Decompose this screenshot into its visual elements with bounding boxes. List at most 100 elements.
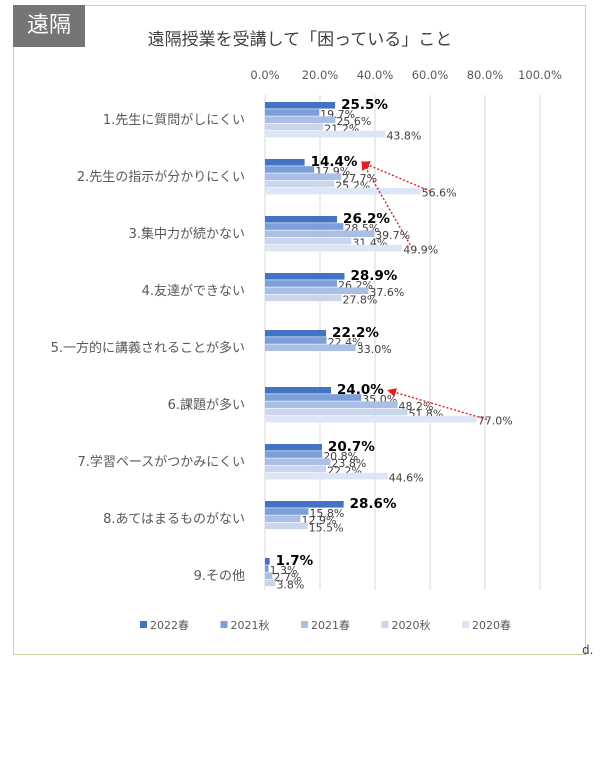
data-label: 26.2%: [343, 211, 390, 227]
data-label: 27.8%: [342, 293, 377, 306]
category-label: 6.課題が多い: [168, 397, 245, 413]
bar: [265, 187, 421, 195]
bar: [265, 244, 403, 252]
data-label: 28.6%: [350, 496, 397, 512]
legend-label: 2022春: [150, 619, 189, 632]
data-label: 14.4%: [311, 154, 358, 170]
data-label: 39.7%: [375, 229, 410, 242]
legend-swatch: [381, 621, 389, 628]
data-label: 23.8%: [331, 457, 366, 470]
data-label: 1.3%: [270, 564, 298, 577]
bar: [265, 330, 327, 337]
data-label: 20.8%: [323, 450, 358, 463]
category-label: 4.友達ができない: [142, 283, 245, 299]
data-label: 2.7%: [273, 571, 301, 584]
data-label: 49.9%: [403, 244, 438, 257]
bar: [265, 123, 324, 131]
bar: [265, 166, 315, 173]
data-label: 3.8%: [276, 578, 304, 591]
bar: [265, 294, 342, 302]
category-label: 7.学習ペースがつかみにくい: [78, 454, 246, 470]
bar: [265, 387, 331, 394]
bar: [265, 394, 362, 401]
bar: [265, 130, 386, 138]
category-label: 1.先生に質問がしにくい: [103, 113, 245, 128]
bar: [265, 237, 352, 245]
bar: [265, 173, 342, 180]
category-tag: 遠隔: [13, 5, 85, 47]
data-label: 15.8%: [309, 507, 344, 520]
bar: [265, 501, 344, 508]
legend-swatch: [462, 621, 469, 628]
bar: [265, 287, 369, 294]
x-tick-label: 100.0%: [518, 68, 562, 82]
bar: [265, 280, 338, 287]
data-label: 33.0%: [357, 343, 392, 356]
bar: [265, 472, 388, 480]
bar: [265, 522, 308, 530]
data-label: 20.7%: [328, 439, 375, 455]
data-label: 15.5%: [309, 521, 344, 534]
chart-title: 遠隔授業を受講して「困っている」こと: [148, 30, 453, 50]
category-label: 5.一方的に講義されることが多い: [51, 340, 245, 356]
trend-arrow: [361, 160, 413, 249]
bar: [265, 180, 335, 188]
legend-label: 2020春: [472, 619, 511, 632]
bar: [265, 230, 375, 237]
bar: [265, 216, 338, 223]
bar: [265, 451, 323, 458]
x-tick-label: 0.0%: [250, 68, 279, 82]
bar: [265, 415, 477, 423]
x-tick-label: 80.0%: [467, 68, 504, 82]
data-label: 44.6%: [389, 472, 424, 485]
x-tick-label: 20.0%: [302, 68, 339, 82]
category-label: 9.その他: [194, 569, 245, 584]
data-label: 25.5%: [341, 97, 388, 113]
data-label: 1.7%: [276, 553, 314, 569]
bar: [265, 408, 408, 416]
data-label: 24.0%: [337, 382, 384, 398]
bar: [265, 444, 322, 451]
data-label: 27.7%: [342, 172, 377, 185]
legend-label: 2020秋: [392, 618, 431, 632]
category-label: 8.あてはまるものがない: [103, 512, 245, 527]
bar: [265, 565, 269, 572]
category-label: 3.集中力が続かない: [129, 226, 245, 242]
data-label: 77.0%: [478, 415, 513, 428]
bar: [265, 116, 336, 123]
trend-arrow: [387, 388, 487, 421]
legend-swatch: [301, 621, 308, 628]
data-label: 12.9%: [301, 514, 336, 527]
legend-label: 2021春: [311, 619, 350, 632]
data-label: 56.6%: [422, 187, 457, 200]
bar: [265, 344, 356, 351]
legend-swatch: [220, 621, 228, 628]
data-label: 37.6%: [369, 286, 404, 299]
bar: [265, 458, 331, 465]
legend-label: 2021秋: [231, 618, 270, 632]
bar: [265, 401, 398, 408]
bar: [265, 508, 309, 515]
edge-text-fragment: d.: [582, 643, 593, 657]
data-label: 43.8%: [386, 130, 421, 143]
bar: [265, 159, 305, 166]
bar: [265, 223, 344, 230]
x-tick-label: 60.0%: [412, 68, 449, 82]
bar: [265, 558, 270, 565]
category-label: 2.先生の指示が分かりにくい: [77, 170, 245, 185]
bar: [265, 515, 301, 522]
trend-arrow: [360, 161, 431, 193]
data-label: 25.6%: [336, 115, 371, 128]
bar: [265, 337, 327, 344]
bar: [265, 572, 273, 579]
bar: [265, 102, 336, 109]
legend-swatch: [140, 621, 147, 628]
bar: [265, 579, 276, 587]
bar: [265, 465, 327, 473]
x-tick-label: 40.0%: [357, 68, 394, 82]
bar: [265, 273, 345, 280]
data-label: 22.2%: [332, 325, 379, 341]
bar: [265, 109, 320, 116]
data-label: 28.9%: [350, 268, 397, 284]
